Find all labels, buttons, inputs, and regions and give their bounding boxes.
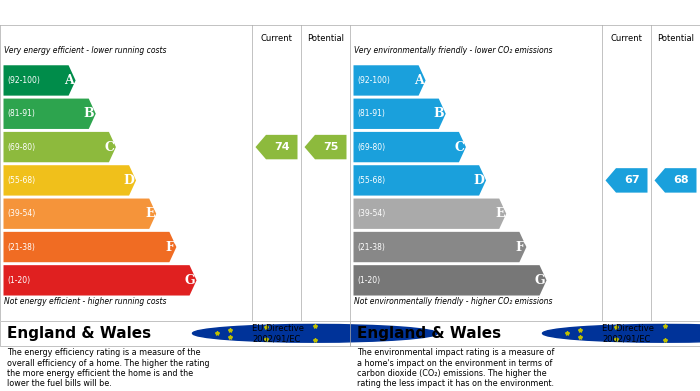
Text: D: D [473,174,484,187]
Text: (92-100): (92-100) [7,76,40,85]
Polygon shape [256,135,298,159]
Text: A: A [414,74,424,87]
Text: (21-38): (21-38) [7,242,35,251]
Polygon shape [654,168,696,193]
Text: England & Wales: England & Wales [7,326,151,341]
Text: F: F [516,240,525,253]
Text: C: C [454,141,464,154]
Text: C: C [104,141,114,154]
Polygon shape [304,135,346,159]
Text: E: E [145,207,155,220]
Text: E: E [495,207,505,220]
Text: 75: 75 [323,142,338,152]
Circle shape [193,325,438,342]
Polygon shape [354,99,446,129]
Text: The energy efficiency rating is a measure of the
overall efficiency of a home. T: The energy efficiency rating is a measur… [7,348,209,389]
Text: (69-80): (69-80) [357,143,385,152]
Text: The environmental impact rating is a measure of
a home's impact on the environme: The environmental impact rating is a mea… [357,348,554,389]
Polygon shape [4,65,76,96]
Text: Potential: Potential [307,34,344,43]
Text: (81-91): (81-91) [7,109,35,118]
Text: G: G [534,274,545,287]
Polygon shape [4,165,136,196]
Text: (1-20): (1-20) [357,276,380,285]
Text: Current: Current [260,34,293,43]
Polygon shape [354,165,486,196]
Polygon shape [4,265,197,296]
Polygon shape [354,265,547,296]
Polygon shape [354,132,466,162]
Text: (55-68): (55-68) [357,176,385,185]
Polygon shape [354,199,506,229]
Text: Very energy efficient - lower running costs: Very energy efficient - lower running co… [4,46,166,55]
Text: Environmental Impact (CO₂) Rating: Environmental Impact (CO₂) Rating [357,6,631,20]
Text: 67: 67 [624,176,640,185]
Text: Energy Efficiency Rating: Energy Efficiency Rating [7,6,198,20]
Text: (39-54): (39-54) [357,209,385,218]
Text: EU Directive
2002/91/EC: EU Directive 2002/91/EC [252,324,304,343]
Text: B: B [433,107,444,120]
Text: 68: 68 [673,176,689,185]
Text: (92-100): (92-100) [357,76,390,85]
Text: (81-91): (81-91) [357,109,385,118]
Polygon shape [4,132,116,162]
Text: Not energy efficient - higher running costs: Not energy efficient - higher running co… [4,297,166,306]
Text: (1-20): (1-20) [7,276,30,285]
Text: Not environmentally friendly - higher CO₂ emissions: Not environmentally friendly - higher CO… [354,297,552,306]
Text: A: A [64,74,74,87]
Text: B: B [83,107,94,120]
Polygon shape [354,232,526,262]
Text: Current: Current [610,34,643,43]
Polygon shape [4,199,156,229]
Text: Potential: Potential [657,34,694,43]
Text: England & Wales: England & Wales [357,326,501,341]
Text: F: F [166,240,175,253]
Polygon shape [4,232,176,262]
Text: (21-38): (21-38) [357,242,385,251]
Polygon shape [606,168,648,193]
Polygon shape [354,65,426,96]
Text: Very environmentally friendly - lower CO₂ emissions: Very environmentally friendly - lower CO… [354,46,552,55]
Text: (39-54): (39-54) [7,209,35,218]
Text: D: D [123,174,134,187]
Text: EU Directive
2002/91/EC: EU Directive 2002/91/EC [602,324,654,343]
Circle shape [542,325,700,342]
Text: G: G [184,274,195,287]
Text: 74: 74 [274,142,290,152]
Text: (55-68): (55-68) [7,176,35,185]
Text: (69-80): (69-80) [7,143,35,152]
Polygon shape [4,99,96,129]
